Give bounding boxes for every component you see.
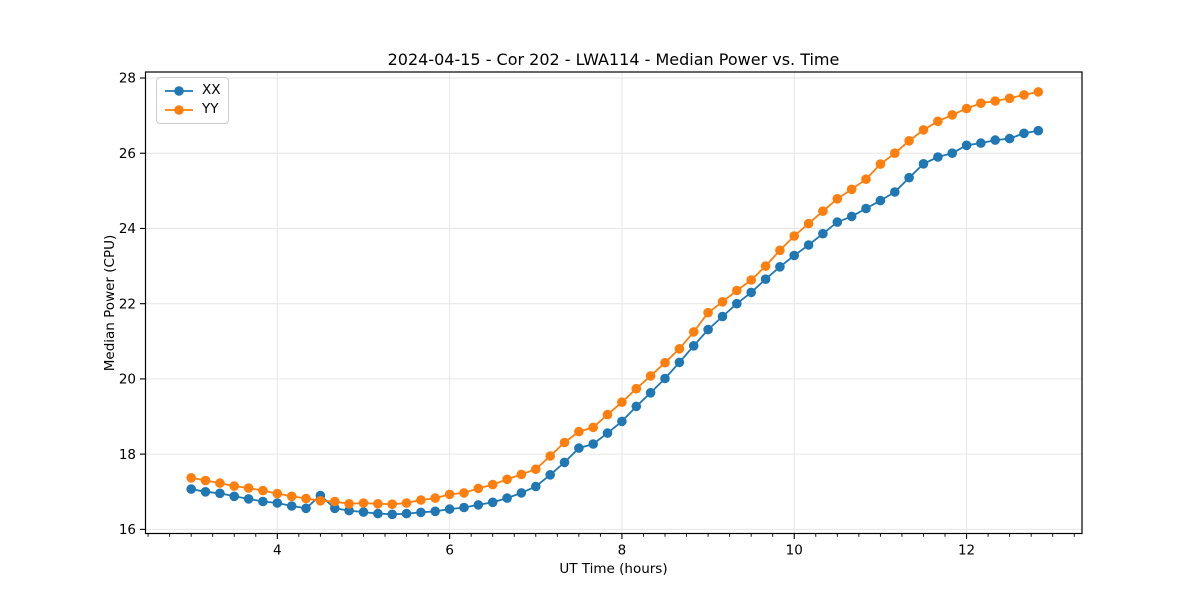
svg-text:6: 6	[445, 543, 454, 559]
legend-item-xx: XX	[164, 82, 221, 99]
svg-text:16: 16	[119, 522, 136, 538]
y-axis-label: Median Power (CPU)	[102, 234, 118, 372]
x-axis-label: UT Time (hours)	[559, 561, 668, 577]
svg-text:24: 24	[119, 221, 136, 237]
svg-text:8: 8	[618, 543, 627, 559]
legend: XX YY	[156, 77, 229, 124]
svg-text:18: 18	[119, 447, 136, 463]
svg-text:10: 10	[786, 543, 803, 559]
chart-title: 2024-04-15 - Cor 202 - LWA114 - Median P…	[387, 50, 840, 69]
legend-marker-xx-icon	[165, 86, 193, 96]
legend-item-yy: YY	[164, 102, 221, 119]
legend-label-yy: YY	[202, 101, 219, 118]
svg-text:4: 4	[273, 543, 282, 559]
legend-label-xx: XX	[202, 82, 221, 99]
svg-text:26: 26	[119, 146, 136, 162]
legend-marker-yy-icon	[165, 105, 193, 115]
svg-text:12: 12	[958, 543, 975, 559]
svg-text:20: 20	[119, 372, 136, 388]
svg-text:28: 28	[119, 71, 136, 87]
svg-text:22: 22	[119, 296, 136, 312]
